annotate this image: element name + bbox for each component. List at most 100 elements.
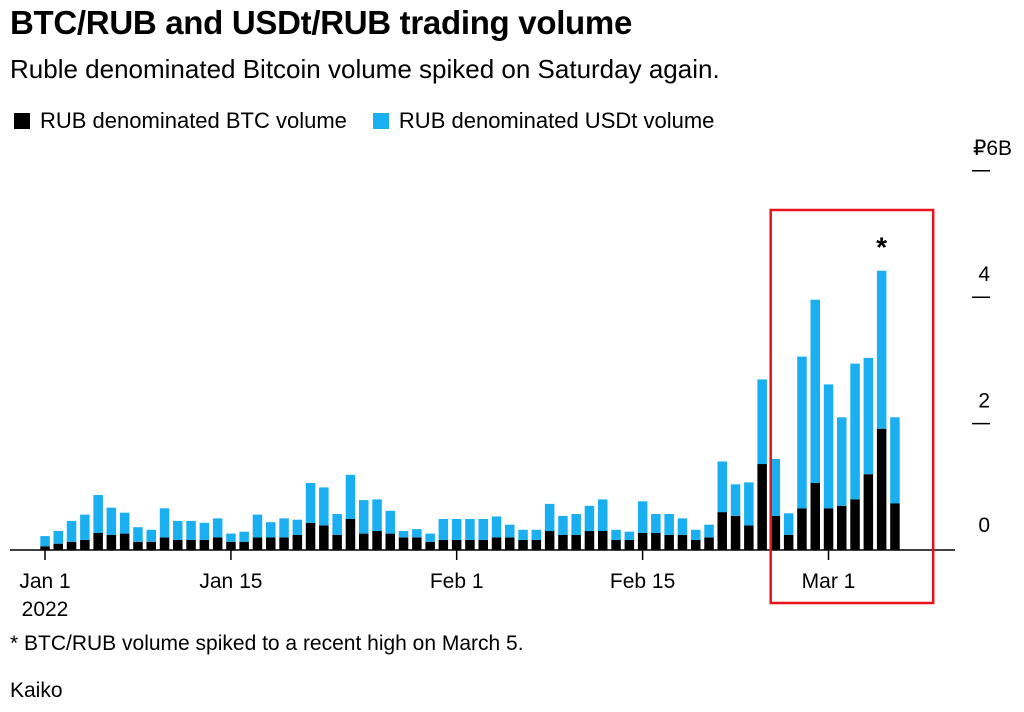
bar-usdt [372, 499, 382, 531]
bar-btc [372, 531, 382, 550]
bar-btc [757, 464, 767, 550]
footnote: * BTC/RUB volume spiked to a recent high… [10, 632, 524, 655]
bar-usdt [770, 459, 781, 516]
bar-usdt [438, 519, 449, 540]
highlight-box [769, 208, 935, 605]
bar-btc [159, 537, 170, 550]
bar-usdt [890, 417, 900, 504]
bar-usdt [691, 529, 701, 540]
bar-usdt [412, 529, 422, 538]
legend-item-btc: RUB denominated BTC volume [14, 108, 347, 134]
bars-group [40, 270, 900, 550]
annotation-star: * [876, 232, 887, 263]
bar-btc [266, 537, 276, 550]
bar-btc [478, 539, 488, 550]
bar-btc [279, 537, 289, 550]
bar-usdt [730, 484, 741, 516]
bar-btc [584, 531, 595, 550]
bar-btc [438, 539, 449, 550]
bar-btc [252, 537, 263, 550]
bar-usdt [876, 270, 887, 429]
bar-usdt [598, 499, 608, 531]
bar-btc [876, 428, 887, 550]
legend-label-usdt: RUB denominated USDt volume [398, 108, 715, 133]
bar-btc [239, 541, 249, 550]
bar-usdt [106, 507, 117, 535]
bar-usdt [319, 487, 329, 526]
bar-usdt [146, 529, 156, 542]
bar-btc [146, 541, 156, 550]
bar-btc [80, 539, 90, 550]
bar-usdt [173, 520, 183, 540]
bar-btc [890, 503, 900, 550]
bar-usdt [558, 515, 568, 535]
bar-btc [212, 537, 223, 550]
legend-item-usdt: RUB denominated USDt volume [372, 108, 715, 134]
bar-usdt [704, 524, 714, 538]
bar-usdt [159, 508, 170, 538]
y-axis: 0 2 4 ₽6B [972, 137, 1012, 537]
bar-usdt [252, 514, 263, 538]
bar-usdt [531, 529, 542, 540]
bar-usdt [226, 533, 236, 542]
bar-btc [558, 534, 568, 550]
bar-usdt [186, 520, 196, 540]
bar-btc [797, 508, 807, 550]
bar-usdt [332, 514, 342, 535]
bar-usdt [212, 518, 223, 538]
x-tick-label: Jan 15 [199, 570, 262, 593]
bar-usdt [345, 474, 356, 519]
bar-btc [133, 541, 143, 550]
bar-btc [199, 539, 210, 550]
bar-btc [850, 499, 860, 550]
bar-usdt [624, 531, 635, 540]
legend-swatch-btc [14, 113, 30, 129]
bar-btc [119, 533, 130, 550]
bar-usdt [465, 519, 475, 540]
bar-btc [518, 539, 528, 550]
bar-usdt [823, 384, 834, 509]
bar-btc [93, 532, 103, 550]
bar-usdt [451, 519, 462, 540]
x-axis: Jan 1 2022 Jan 15 Feb 1 Feb 15 Mar 1 [19, 550, 855, 621]
bar-usdt [717, 461, 727, 513]
x-tick-year-label: 2022 [22, 598, 69, 621]
bar-btc [398, 537, 409, 550]
bar-usdt [133, 527, 143, 542]
bar-usdt [398, 531, 409, 538]
bar-btc [226, 541, 236, 550]
bar-btc [531, 539, 542, 550]
bar-usdt [425, 533, 435, 542]
bar-usdt [571, 514, 581, 535]
bar-btc [53, 543, 63, 550]
bar-usdt [491, 516, 502, 538]
bar-usdt [611, 529, 621, 540]
bar-btc [598, 531, 608, 550]
bar-btc [451, 539, 462, 550]
bar-btc [305, 522, 316, 550]
bar-btc [624, 539, 635, 550]
bar-btc [863, 474, 874, 550]
bar-btc [571, 534, 581, 550]
bar-usdt [584, 505, 595, 532]
bar-btc [544, 531, 555, 550]
bar-usdt [810, 299, 820, 483]
bar-btc [637, 532, 648, 550]
bar-btc [345, 519, 356, 550]
bar-btc [332, 534, 342, 550]
legend-swatch-usdt [372, 113, 389, 129]
bar-btc [810, 483, 820, 550]
chart-title: BTC/RUB and USDt/RUB trading volume [10, 4, 633, 41]
bar-usdt [744, 482, 754, 526]
bar-usdt [518, 529, 528, 540]
bar-usdt [359, 500, 369, 534]
bar-btc [359, 533, 369, 550]
bar-usdt [66, 520, 77, 542]
bar-btc [783, 534, 794, 550]
chart-subtitle: Ruble denominated Bitcoin volume spiked … [10, 54, 720, 84]
bar-usdt [783, 513, 794, 535]
x-tick-label: Jan 1 [19, 570, 70, 593]
bar-btc [677, 534, 688, 550]
x-tick-label: Mar 1 [802, 570, 856, 593]
